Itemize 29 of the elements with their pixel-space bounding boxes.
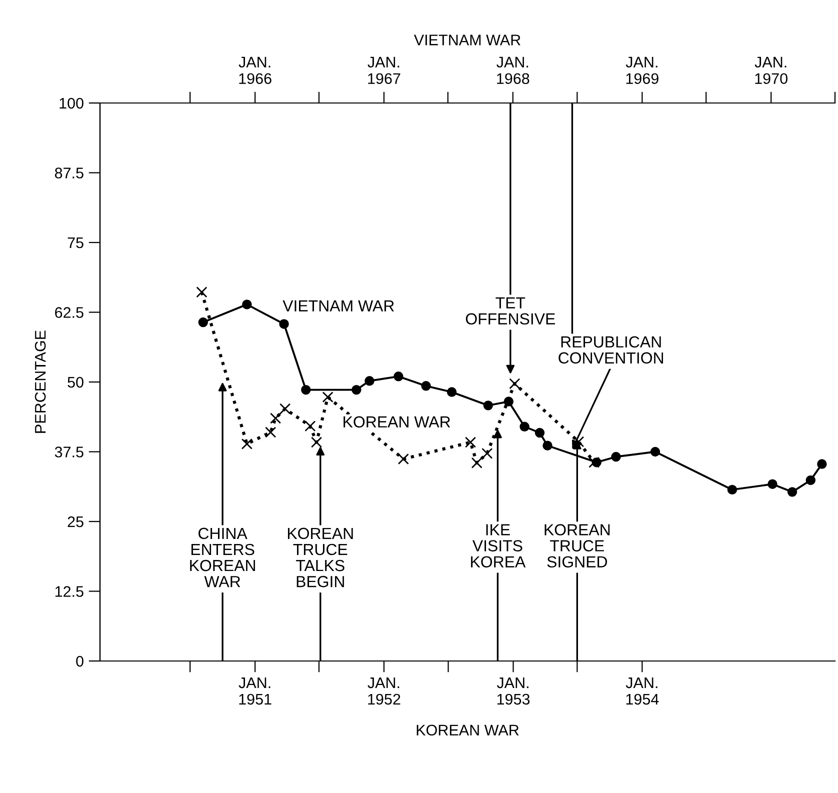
x-tick-label: JAN. 1954 (626, 678, 659, 705)
x2-tick-label: JAN. 1966 (238, 56, 272, 84)
y-axis-title: PERCENTAGE (34, 330, 46, 433)
y-tick-label: 12.5 (55, 586, 84, 597)
y-tick-label: 75 (68, 238, 84, 248)
y-tick-label: 87.5 (54, 168, 84, 178)
annotation: KOREAN TRUCE TALKS BEGIN (288, 528, 353, 588)
y-tick-label: 50 (68, 376, 84, 388)
series-label: KOREAN WAR (344, 416, 450, 428)
annotation: TET OFFENSIVE (466, 297, 555, 325)
y-tick-label: 37.5 (54, 446, 84, 458)
y-tick-label: 25 (68, 516, 84, 528)
x2-axis-title: VIETNAM WAR (414, 34, 520, 46)
y-tick-label: 62.5 (55, 307, 84, 318)
x-tick-label: JAN. 1951 (238, 678, 272, 705)
y-tick-label: 100 (60, 98, 84, 109)
x2-tick-label: JAN. 1968 (496, 56, 530, 84)
x-axis-title: KOREAN WAR (416, 724, 519, 736)
annotation: CHINA ENTERS KOREAN WAR (190, 528, 255, 588)
x2-tick-label: JAN. 1969 (626, 56, 658, 84)
annotation: REPUBLICAN CONVENTION (558, 336, 664, 364)
series-label: VIETNAM WAR (282, 300, 394, 312)
x-tick-label: JAN. 1953 (496, 678, 530, 705)
x2-tick-label: JAN. 1970 (754, 56, 788, 84)
annotation: IKE VISITS KOREA (471, 524, 526, 568)
x2-tick-label: JAN. 1967 (368, 56, 400, 84)
x-tick-label: JAN. 1952 (368, 678, 400, 705)
annotation: KOREAN TRUCE SIGNED (544, 524, 610, 568)
y-tick-label: 0 (76, 656, 84, 667)
